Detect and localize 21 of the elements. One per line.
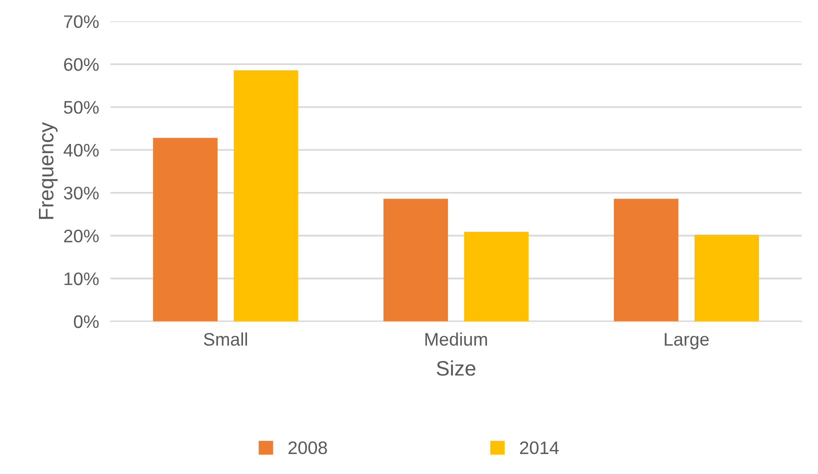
legend-label: 2008	[288, 441, 327, 454]
bar	[464, 232, 529, 322]
x-axis-title: Size	[436, 360, 476, 376]
y-tick-label: 40%	[64, 144, 99, 157]
y-tick-label: 70%	[64, 15, 99, 28]
y-tick-label: 0%	[74, 315, 99, 328]
x-tick-label: Medium	[425, 332, 487, 346]
y-tick-label: 20%	[64, 230, 99, 242]
bar	[153, 138, 218, 322]
bar	[383, 198, 448, 322]
y-tick-label: 10%	[64, 272, 99, 286]
bar	[614, 198, 678, 322]
y-tick-label: 60%	[64, 58, 99, 71]
y-axis-title: Frequency	[38, 122, 58, 219]
y-tick-label: 50%	[64, 100, 99, 114]
x-tick-label: Small	[204, 332, 247, 346]
x-tick-label: Large	[664, 333, 709, 350]
bar	[234, 70, 298, 322]
y-tick-label: 30%	[64, 186, 99, 200]
bar	[694, 234, 760, 322]
legend-label: 2014	[520, 441, 559, 454]
